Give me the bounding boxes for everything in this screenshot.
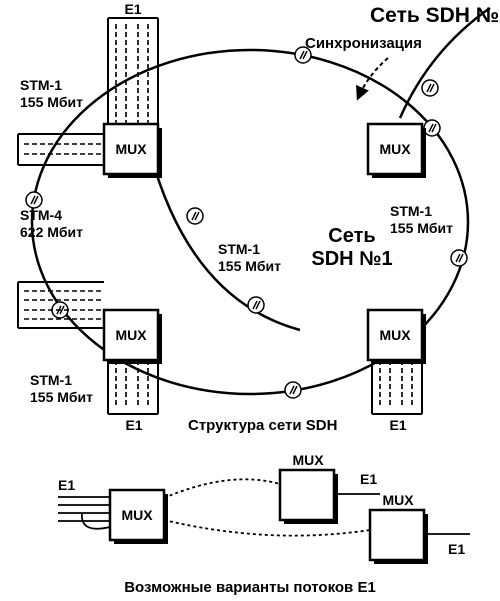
- mux-tl: MUX: [104, 124, 162, 178]
- mux-label: MUX: [115, 141, 147, 157]
- stm-label: 155 Мбит: [390, 220, 453, 236]
- stm-label: 155 Мбит: [218, 258, 281, 274]
- route-upper: [164, 479, 280, 498]
- e1-trunk-tl-up: [108, 18, 158, 124]
- e1-label: E1: [389, 417, 406, 433]
- mux-br: MUX: [368, 310, 426, 364]
- mux-bl: MUX: [104, 310, 162, 364]
- stm-label: STM-1: [20, 77, 62, 93]
- sync-arrow: [358, 58, 388, 98]
- mux-label: MUX: [115, 327, 147, 343]
- mux-label: MUX: [379, 327, 411, 343]
- sync-label: Синхронизация: [305, 35, 422, 52]
- e1-label: E1: [125, 417, 142, 433]
- e1-label: E1: [124, 1, 141, 17]
- e1-label: E1: [58, 477, 75, 493]
- caption-bottom: Возможные варианты потоков E1: [124, 579, 376, 596]
- route-lower: [164, 520, 370, 536]
- bmux-r: [370, 510, 428, 564]
- bmux-t: [280, 470, 338, 524]
- e1-trunk-tl-left: [18, 134, 104, 165]
- e1-trunk-br-down: [372, 360, 422, 414]
- stm-label: STM-1: [218, 241, 260, 257]
- stm-label: 155 Мбит: [20, 94, 83, 110]
- caption-main: Структура сети SDH: [188, 417, 337, 434]
- stm-label: STM-1: [30, 372, 72, 388]
- e1-label: E1: [448, 541, 465, 557]
- mux-label: MUX: [379, 141, 411, 157]
- center-label: Сеть: [328, 225, 375, 247]
- bottom-e1-in: [58, 497, 110, 529]
- center-label: SDH №1: [311, 248, 392, 270]
- stm-label: 622 Мбит: [20, 224, 83, 240]
- mux-tr: MUX: [368, 124, 426, 178]
- bmux-l: MUX: [110, 490, 168, 544]
- stm-label: STM-4: [20, 207, 62, 223]
- sync-marker: [422, 80, 438, 96]
- e1-label: E1: [360, 471, 377, 487]
- mux-label: MUX: [292, 452, 324, 468]
- title-top: Сеть SDH №2: [370, 4, 500, 27]
- mux-label: MUX: [382, 492, 414, 508]
- mux-label: MUX: [121, 507, 153, 523]
- stm-label: STM-1: [390, 203, 432, 219]
- stm-label: 155 Мбит: [30, 389, 93, 405]
